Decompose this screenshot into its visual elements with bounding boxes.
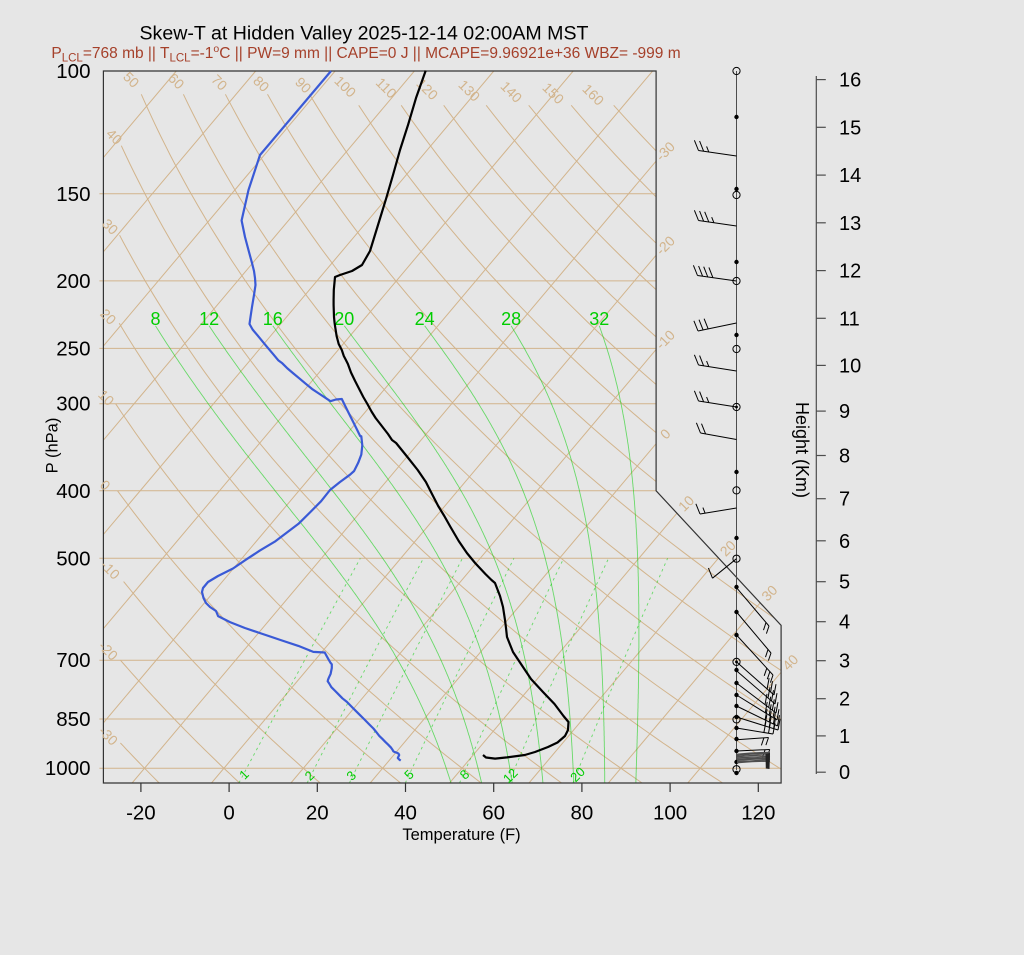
svg-text:100: 100: [56, 60, 90, 83]
svg-text:12: 12: [839, 261, 861, 283]
svg-text:11: 11: [839, 308, 860, 330]
svg-text:14: 14: [839, 165, 861, 187]
svg-text:500: 500: [56, 547, 90, 570]
svg-text:12: 12: [199, 309, 219, 329]
svg-text:400: 400: [56, 480, 90, 503]
svg-text:P (hPa): P (hPa): [44, 418, 62, 474]
svg-text:13: 13: [839, 213, 861, 235]
svg-text:40: 40: [394, 802, 417, 825]
svg-text:15: 15: [839, 117, 861, 139]
svg-text:PLCL=768 mb || TLCL=-1oC || PW: PLCL=768 mb || TLCL=-1oC || PW=9 mm || C…: [51, 43, 680, 65]
svg-text:Skew-T at Hidden Valley 2025-1: Skew-T at Hidden Valley 2025-12-14 02:00…: [139, 23, 588, 45]
svg-text:850: 850: [56, 708, 90, 731]
svg-text:-20: -20: [126, 802, 156, 825]
svg-text:8: 8: [839, 446, 850, 468]
svg-text:24: 24: [415, 309, 435, 329]
svg-text:20: 20: [334, 309, 354, 329]
svg-text:8: 8: [150, 309, 160, 329]
svg-text:9: 9: [839, 401, 850, 423]
svg-text:60: 60: [482, 802, 505, 825]
svg-text:0: 0: [223, 802, 234, 825]
svg-text:80: 80: [570, 802, 593, 825]
svg-text:5: 5: [839, 572, 850, 594]
svg-text:0: 0: [839, 762, 850, 784]
svg-text:120: 120: [741, 802, 775, 825]
svg-text:16: 16: [263, 309, 283, 329]
svg-text:3: 3: [839, 651, 850, 673]
svg-text:1: 1: [839, 726, 850, 748]
svg-text:20: 20: [306, 802, 329, 825]
svg-text:10: 10: [839, 355, 861, 377]
svg-text:200: 200: [56, 270, 90, 293]
svg-text:150: 150: [56, 183, 90, 206]
svg-text:28: 28: [501, 309, 521, 329]
svg-text:2: 2: [839, 689, 850, 711]
svg-text:16: 16: [839, 70, 861, 92]
svg-text:Height (Km): Height (Km): [792, 402, 812, 498]
svg-text:100: 100: [653, 802, 687, 825]
svg-text:250: 250: [56, 337, 90, 360]
svg-text:300: 300: [56, 393, 90, 416]
svg-text:Temperature (F): Temperature (F): [402, 826, 520, 844]
svg-text:7: 7: [839, 489, 850, 511]
svg-text:700: 700: [56, 649, 90, 672]
svg-text:4: 4: [839, 612, 850, 634]
svg-text:32: 32: [589, 309, 609, 329]
svg-text:6: 6: [839, 531, 850, 553]
svg-text:1000: 1000: [45, 757, 91, 780]
